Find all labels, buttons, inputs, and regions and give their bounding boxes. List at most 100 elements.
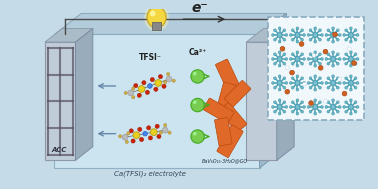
Ellipse shape — [271, 105, 274, 108]
Ellipse shape — [277, 81, 282, 85]
Ellipse shape — [162, 84, 166, 88]
Ellipse shape — [295, 57, 300, 61]
Ellipse shape — [143, 131, 147, 136]
Ellipse shape — [273, 53, 276, 56]
Ellipse shape — [356, 81, 359, 84]
Ellipse shape — [319, 38, 321, 41]
Ellipse shape — [327, 29, 330, 32]
Ellipse shape — [327, 77, 330, 80]
Ellipse shape — [301, 62, 304, 65]
Ellipse shape — [354, 77, 357, 80]
Bar — [152, 22, 161, 30]
Ellipse shape — [345, 29, 348, 32]
Ellipse shape — [273, 101, 276, 104]
Ellipse shape — [319, 77, 321, 80]
Ellipse shape — [122, 134, 128, 140]
Ellipse shape — [324, 99, 327, 103]
Ellipse shape — [132, 96, 135, 99]
Ellipse shape — [309, 101, 312, 104]
Ellipse shape — [336, 110, 339, 113]
Ellipse shape — [289, 34, 292, 36]
Ellipse shape — [345, 86, 348, 89]
Ellipse shape — [303, 105, 305, 108]
Ellipse shape — [145, 90, 150, 94]
Ellipse shape — [291, 110, 294, 113]
Ellipse shape — [314, 99, 317, 102]
Ellipse shape — [289, 57, 292, 60]
Ellipse shape — [280, 46, 285, 51]
Ellipse shape — [325, 81, 328, 84]
Ellipse shape — [318, 65, 323, 70]
Ellipse shape — [332, 64, 335, 67]
Ellipse shape — [283, 29, 286, 32]
Ellipse shape — [345, 38, 348, 41]
Ellipse shape — [338, 57, 341, 60]
Ellipse shape — [301, 101, 304, 104]
Ellipse shape — [291, 101, 294, 104]
Ellipse shape — [271, 57, 274, 60]
Ellipse shape — [338, 105, 341, 108]
Ellipse shape — [331, 81, 335, 85]
Ellipse shape — [314, 75, 317, 78]
Ellipse shape — [309, 38, 312, 41]
Ellipse shape — [319, 29, 321, 32]
Ellipse shape — [150, 129, 157, 136]
Ellipse shape — [291, 38, 294, 41]
Ellipse shape — [342, 91, 347, 96]
Ellipse shape — [162, 127, 168, 133]
Text: BaV₆O₁₆·3H₂O@GO: BaV₆O₁₆·3H₂O@GO — [202, 158, 248, 163]
Ellipse shape — [345, 110, 348, 113]
Ellipse shape — [278, 75, 281, 78]
Polygon shape — [277, 28, 294, 160]
Ellipse shape — [314, 40, 317, 43]
Ellipse shape — [168, 131, 171, 134]
Ellipse shape — [314, 51, 317, 54]
Ellipse shape — [291, 53, 294, 56]
FancyBboxPatch shape — [217, 125, 243, 158]
Ellipse shape — [309, 101, 313, 105]
Ellipse shape — [314, 112, 317, 115]
Ellipse shape — [356, 57, 359, 60]
Ellipse shape — [277, 105, 282, 109]
Ellipse shape — [332, 99, 335, 102]
Ellipse shape — [191, 130, 204, 143]
Ellipse shape — [283, 101, 286, 104]
Ellipse shape — [285, 57, 288, 60]
Ellipse shape — [193, 72, 197, 75]
Ellipse shape — [125, 140, 129, 144]
Ellipse shape — [349, 105, 353, 109]
Ellipse shape — [278, 40, 281, 43]
Ellipse shape — [354, 86, 357, 89]
Ellipse shape — [291, 86, 294, 89]
Ellipse shape — [150, 11, 156, 16]
Ellipse shape — [349, 64, 352, 67]
Ellipse shape — [327, 101, 330, 104]
Ellipse shape — [349, 40, 352, 43]
Ellipse shape — [142, 81, 146, 85]
Ellipse shape — [333, 32, 337, 37]
Ellipse shape — [343, 57, 345, 60]
FancyBboxPatch shape — [203, 98, 234, 123]
Ellipse shape — [273, 38, 276, 41]
Ellipse shape — [296, 99, 299, 102]
Ellipse shape — [356, 34, 359, 36]
Ellipse shape — [278, 27, 281, 30]
Ellipse shape — [309, 110, 312, 113]
Ellipse shape — [285, 34, 288, 36]
Ellipse shape — [327, 62, 330, 65]
Ellipse shape — [343, 105, 345, 108]
Ellipse shape — [325, 57, 328, 60]
Ellipse shape — [273, 77, 276, 80]
Ellipse shape — [327, 38, 330, 41]
Ellipse shape — [307, 105, 310, 108]
Ellipse shape — [166, 76, 172, 82]
Ellipse shape — [291, 77, 294, 80]
Ellipse shape — [301, 53, 304, 56]
Ellipse shape — [157, 134, 161, 139]
Ellipse shape — [336, 101, 339, 104]
Ellipse shape — [193, 100, 197, 104]
Ellipse shape — [345, 62, 348, 65]
Ellipse shape — [349, 81, 353, 85]
Ellipse shape — [158, 74, 163, 79]
Ellipse shape — [309, 62, 312, 65]
